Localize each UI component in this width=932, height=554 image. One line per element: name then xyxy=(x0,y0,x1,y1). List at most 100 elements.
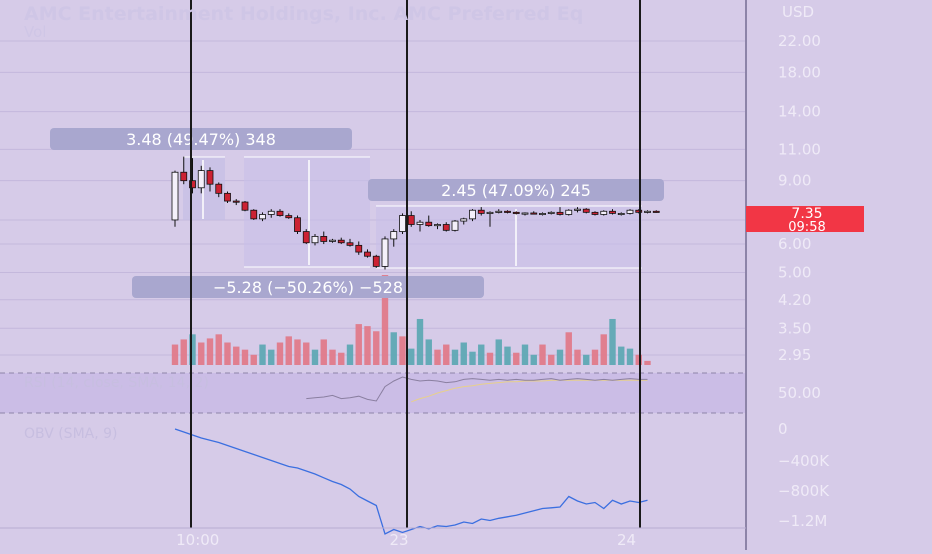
candle-body xyxy=(539,213,546,216)
candle-body xyxy=(302,231,310,244)
candle-body xyxy=(582,208,590,213)
symbol-title: AMC Entertainment Holdings, Inc. AMC Pre… xyxy=(24,3,583,25)
candle-body xyxy=(477,209,485,214)
candle-body xyxy=(180,171,188,182)
candle-body xyxy=(224,192,231,202)
candle-body xyxy=(512,211,520,214)
measure-2-label-box xyxy=(132,276,484,298)
candle-body xyxy=(390,231,398,240)
volume-bar xyxy=(644,360,651,365)
time-axis-ticks: 10:00 23 24 xyxy=(176,531,636,549)
candle-body xyxy=(311,236,319,244)
volume-bar xyxy=(373,331,380,365)
candle-body xyxy=(189,180,196,189)
obv-tick-0: 0 xyxy=(778,420,788,438)
candles xyxy=(171,156,660,270)
time-tick-0: 10:00 xyxy=(176,531,219,549)
volume-bar xyxy=(635,354,642,365)
volume-bar xyxy=(320,339,327,365)
price-tick-7: 5.00 xyxy=(778,264,811,282)
volume-bar xyxy=(180,339,187,365)
volume-bar xyxy=(381,275,389,365)
volume-bar xyxy=(495,339,502,365)
candle-body xyxy=(232,200,240,203)
last-price-countdown: 09:58 xyxy=(788,220,825,235)
candle-body xyxy=(399,215,406,232)
last-price-badge[interactable]: 7.35 09:58 xyxy=(746,206,864,235)
measure-2[interactable]: −5.28 (−50.26%) −528 xyxy=(132,156,484,298)
candle-body xyxy=(504,210,511,213)
vertical-markers xyxy=(190,0,641,528)
candle-body xyxy=(337,239,345,244)
price-tick-8: 4.20 xyxy=(778,291,811,309)
candle-body xyxy=(250,209,258,220)
volume-bar xyxy=(609,318,616,365)
volume-bar xyxy=(469,351,476,365)
last-price-box xyxy=(746,206,864,232)
price-tick-6: 6.00 xyxy=(778,235,811,253)
measure-3-area xyxy=(376,206,642,268)
candle-body xyxy=(355,244,363,253)
volume-bar xyxy=(618,346,625,365)
volume-bar xyxy=(451,349,459,365)
volume-bar xyxy=(416,318,424,365)
measure-1[interactable]: 3.48 (49.47%) 348 xyxy=(50,128,352,220)
volume-bar xyxy=(215,334,222,365)
volume-bar xyxy=(548,354,555,365)
volume-bar xyxy=(224,342,231,365)
measure-3[interactable]: 2.45 (47.09%) 245 xyxy=(368,179,664,269)
volume-bar xyxy=(408,348,415,365)
volume-bar xyxy=(539,344,546,365)
candle-body xyxy=(267,210,275,215)
volume-bar xyxy=(556,349,564,365)
obv-tick-800k: −800K xyxy=(778,482,830,500)
volume-bar xyxy=(443,344,450,365)
volume-bar xyxy=(268,349,275,365)
volume-bar xyxy=(486,352,494,365)
price-tick-0: 22.00 xyxy=(778,32,821,50)
candle-body xyxy=(215,183,223,194)
candle-body xyxy=(617,213,625,216)
candle-body xyxy=(285,215,293,219)
candle-body xyxy=(276,210,284,216)
measure-2-area xyxy=(244,157,370,267)
volume-bar xyxy=(276,342,284,365)
price-tick-2: 14.00 xyxy=(778,103,821,121)
volume-bar xyxy=(513,352,520,365)
candle-body xyxy=(652,210,660,213)
volume-bar xyxy=(434,349,441,365)
obv-tick-1-2m: −1.2M xyxy=(778,512,827,530)
volume-bar xyxy=(233,346,240,365)
candle-body xyxy=(241,201,249,211)
obv-label: OBV (SMA, 9) xyxy=(24,426,118,442)
candle-body xyxy=(565,209,573,215)
volume-bar xyxy=(198,342,205,365)
time-tick-2: 24 xyxy=(617,531,636,549)
candle-body xyxy=(320,236,328,242)
volume-bar xyxy=(303,342,310,365)
volume-bar xyxy=(189,334,196,365)
candle-body xyxy=(495,210,503,213)
candle-body xyxy=(372,255,380,267)
candle-body xyxy=(329,239,336,242)
candle-body xyxy=(364,251,371,257)
volume-bar xyxy=(399,336,406,365)
measure-1-label-box xyxy=(50,128,352,150)
candle-body xyxy=(460,218,468,222)
volume-bar xyxy=(241,349,249,365)
volume-bar xyxy=(329,349,336,365)
price-tick-1: 18.00 xyxy=(778,63,821,81)
candle-body xyxy=(206,170,214,185)
candle-body xyxy=(346,242,354,246)
volume-bar xyxy=(591,349,599,365)
volume-bar xyxy=(425,339,432,365)
candle-body xyxy=(434,224,441,227)
candle-body xyxy=(451,220,459,231)
volume-bar xyxy=(250,354,257,365)
volume-bar xyxy=(355,324,362,365)
obv-tick-400k: −400K xyxy=(778,452,830,470)
candle-body xyxy=(294,217,301,232)
